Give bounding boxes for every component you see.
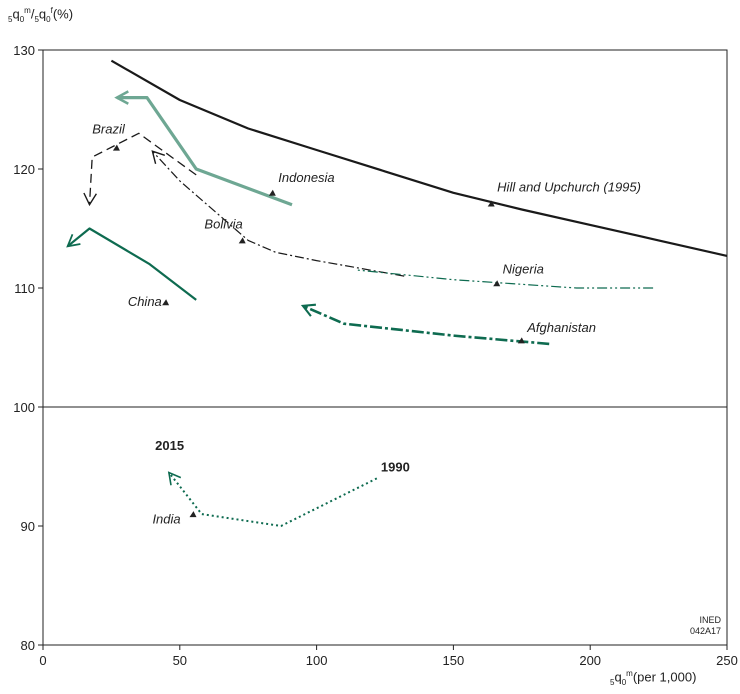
series-line-india [168, 471, 378, 527]
annotation-india: India [152, 512, 180, 527]
pointer-china [162, 299, 170, 306]
annotation-indonesia: Indonesia [278, 170, 334, 185]
pointer-indonesia [268, 189, 276, 196]
series-line-afghanistan [302, 304, 550, 346]
y-tick-label: 90 [21, 519, 35, 534]
y-tick-label: 100 [13, 400, 35, 415]
x-tick-label: 0 [39, 653, 46, 668]
credit-line: 042A17 [690, 626, 721, 636]
annotation-nigeria: Nigeria [503, 262, 544, 277]
arrowhead-afghanistan [300, 303, 316, 317]
arrowhead-india [167, 471, 182, 486]
annotation-hill-and-upchurch-1995: Hill and Upchurch (1995) [497, 180, 641, 195]
series-line-indonesia [116, 96, 293, 207]
pointer-brazil [112, 144, 120, 151]
annotation-2015: 2015 [155, 438, 184, 453]
arrowhead-brazil [83, 192, 97, 207]
pointer-afghanistan [517, 337, 525, 344]
series-line-nigeria [357, 269, 654, 289]
annotation-1990: 1990 [381, 459, 410, 474]
annotation-bolivia: Bolivia [204, 217, 242, 232]
series-line-hill-and-upchurch-1995 [110, 59, 728, 257]
arrowhead-china [66, 233, 81, 248]
annotation-brazil: Brazil [92, 121, 126, 136]
pointer-nigeria [493, 280, 501, 287]
plot-frame [42, 49, 728, 646]
arrowhead-bolivia [151, 150, 166, 164]
y-tick-label: 130 [13, 43, 35, 58]
pointer-bolivia [238, 237, 246, 244]
credit-line: INED [699, 615, 721, 625]
series-line-china [66, 227, 197, 301]
series-line-brazil [88, 132, 197, 205]
x-tick-label: 100 [306, 653, 328, 668]
y-tick-label: 120 [13, 162, 35, 177]
x-axis-title: 5q0m(per 1,000) [610, 669, 697, 687]
pointer-hill-and-upchurch-1995 [487, 200, 495, 207]
x-tick-label: 250 [716, 653, 738, 668]
y-tick-label: 110 [14, 281, 35, 296]
y-axis-title: 5q0m/5q0f(%) [8, 6, 74, 24]
series-line-bolivia [151, 150, 405, 277]
arrowhead-indonesia [114, 90, 129, 105]
annotation-afghanistan: Afghanistan [526, 320, 596, 335]
annotation-china: China [128, 294, 162, 309]
x-tick-label: 50 [173, 653, 187, 668]
pointer-india [189, 511, 197, 518]
y-tick-label: 80 [21, 638, 35, 653]
x-tick-label: 200 [579, 653, 601, 668]
x-tick-label: 150 [443, 653, 465, 668]
